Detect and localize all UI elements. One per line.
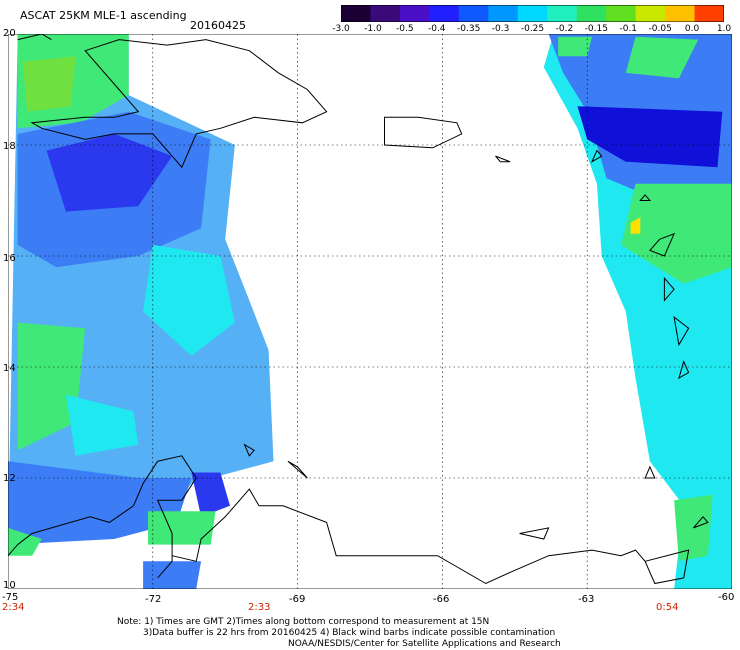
- colorbar-swatch: [341, 5, 372, 22]
- colorbar-tick-label: -3.0: [332, 24, 350, 34]
- east-swath-yellow-spot: [630, 217, 641, 234]
- colorbar-tick-label: -0.2: [555, 24, 574, 34]
- west-swath-gulf-blue: [191, 472, 230, 517]
- curacao-coast: [287, 460, 308, 479]
- map-date: 20160425: [190, 19, 246, 32]
- lat-label-10: 10: [3, 580, 16, 591]
- west-swath-deep-blue: [46, 133, 173, 212]
- west-swath-green-mid: [17, 322, 86, 451]
- lat-label-20: 20: [3, 28, 16, 39]
- colorbar-swatch: [517, 5, 548, 22]
- west-swath-cyan-2: [65, 394, 139, 456]
- lon-label-69: -69: [289, 594, 306, 605]
- lon-label-75: -75: [2, 592, 19, 603]
- st-croix-coast: [495, 155, 511, 163]
- colorbar-swatch: [399, 5, 430, 22]
- east-swath-green-nw: [558, 36, 592, 57]
- colorbar-tick-label: 0.0: [684, 24, 700, 34]
- colorbar-tick-label: -0.4: [427, 24, 446, 34]
- colorbar-swatch: [488, 5, 519, 22]
- cuba-coast: [17, 34, 52, 41]
- west-swath-south-blue: [8, 461, 192, 545]
- martinique-coast: [673, 315, 690, 347]
- note-line-1: Note: 1) Times are GMT 2)Times along bot…: [117, 617, 490, 627]
- hispaniola-coast: [30, 39, 328, 169]
- lat-label-14: 14: [3, 363, 16, 374]
- colorbar-tick-label: 1.0: [716, 24, 732, 34]
- colorbar-swatch: [694, 5, 724, 22]
- colorbar-tick-label: -0.3: [491, 24, 510, 34]
- colorbar-swatch: [635, 5, 666, 22]
- antigua-coast: [639, 194, 651, 201]
- colorbar-swatch: [547, 5, 578, 22]
- colorbar-swatch: [576, 5, 607, 22]
- wind-map: [8, 34, 732, 589]
- colorbar-tick-label: -0.05: [648, 24, 672, 34]
- lat-label-16: 16: [3, 253, 16, 264]
- note-line-3: NOAA/NESDIS/Center for Satellite Applica…: [288, 639, 561, 649]
- lon-label-60: -60: [718, 592, 735, 603]
- west-swath-green-sw2: [148, 511, 216, 545]
- colorbar-tick-label: -0.5: [396, 24, 414, 34]
- colorbar-swatch: [370, 5, 401, 22]
- colombia-coast: [8, 461, 159, 557]
- grenada-coast: [644, 465, 656, 479]
- dominica-coast: [663, 276, 675, 302]
- east-swath-green-north: [625, 36, 699, 79]
- trinidad-coast: [644, 549, 690, 585]
- tobago-coast: [693, 516, 709, 529]
- west-swath-lime: [22, 56, 76, 112]
- aruba-coast: [243, 443, 255, 457]
- venezuela-coast: [171, 488, 646, 585]
- lat-label-12: 12: [3, 473, 16, 484]
- margarita-coast: [519, 527, 550, 540]
- lon-label-63: -63: [578, 594, 595, 605]
- time-label-west: 2:34: [2, 602, 25, 613]
- colorbar-swatch: [458, 5, 489, 22]
- west-swath-green-sw: [8, 527, 42, 556]
- guadeloupe-coast: [649, 232, 676, 257]
- west-swath-cyan: [143, 244, 235, 356]
- graticule: [8, 34, 732, 589]
- time-label-center: 2:33: [248, 602, 271, 613]
- st-lucia-coast: [678, 360, 690, 380]
- st-kitts-coast: [590, 149, 603, 163]
- coastlines: [8, 34, 709, 585]
- east-swath-navy: [577, 106, 723, 168]
- west-swath-tail: [143, 561, 202, 589]
- colorbar-tick-label: -0.1: [619, 24, 638, 34]
- note-line-2: 3)Data buffer is 22 hrs from 20160425 4)…: [143, 628, 556, 638]
- map-title: ASCAT 25KM MLE-1 ascending: [20, 9, 187, 22]
- lon-label-66: -66: [433, 594, 450, 605]
- lon-label-72: -72: [145, 594, 162, 605]
- colorbar-swatch: [429, 5, 460, 22]
- puerto-rico-coast: [384, 116, 463, 149]
- colorbar-swatch: [665, 5, 696, 22]
- time-label-east: 0:54: [656, 602, 679, 613]
- colorbar-tick-label: -0.35: [457, 24, 481, 34]
- colorbar: [341, 5, 724, 22]
- east-swath-green-mid: [621, 183, 732, 284]
- colorbar-tick-label: -0.25: [520, 24, 545, 34]
- lat-label-18: 18: [3, 141, 16, 152]
- colorbar-swatch: [606, 5, 637, 22]
- colorbar-tick-label: -1.0: [364, 24, 382, 34]
- guajira-coast: [156, 455, 197, 579]
- colorbar-tick-label: -0.15: [584, 24, 608, 34]
